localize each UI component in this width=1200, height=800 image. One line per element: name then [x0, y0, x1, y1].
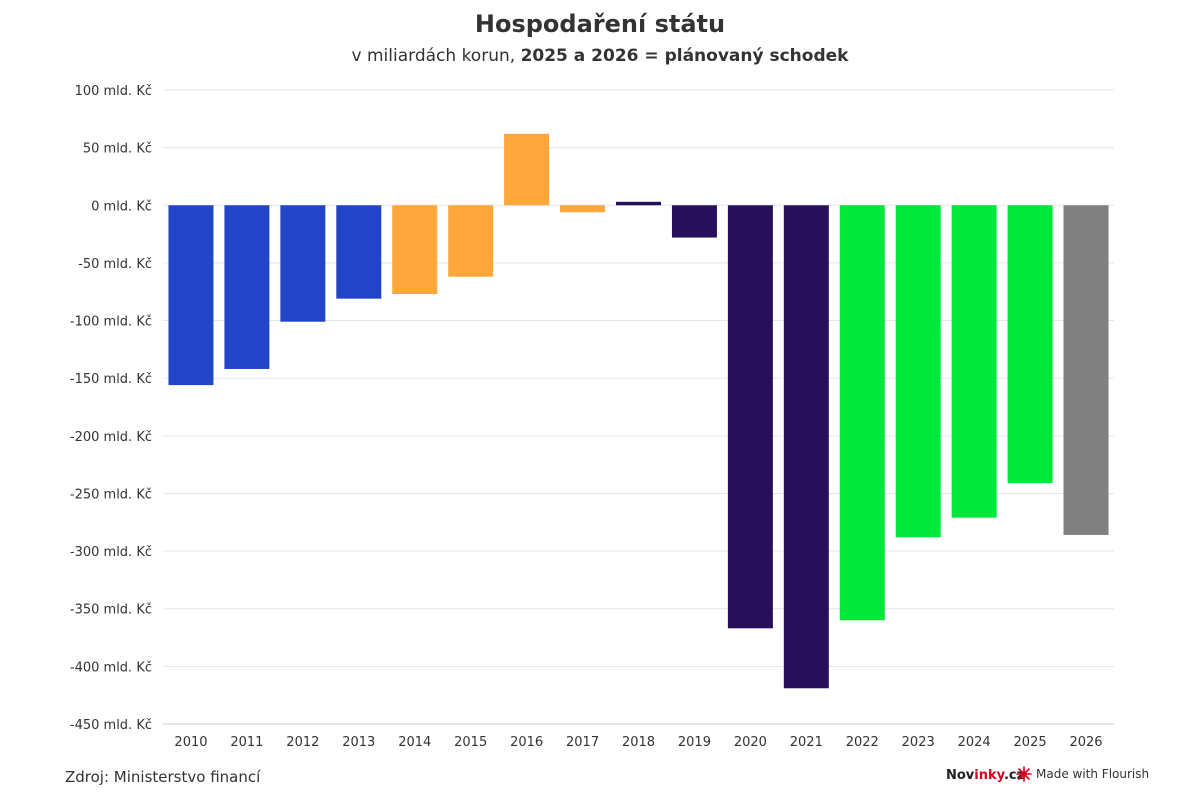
x-tick-label: 2022	[846, 735, 879, 750]
bar-2010[interactable]	[168, 205, 214, 386]
bar-2022[interactable]	[839, 205, 885, 621]
x-tick-label: 2015	[454, 735, 487, 750]
y-tick-label: 50 mld. Kč	[83, 142, 152, 157]
x-tick-label: 2012	[286, 735, 319, 750]
bar-2017[interactable]	[560, 205, 606, 213]
y-tick-label: -100 mld. Kč	[70, 315, 152, 330]
bar-2018[interactable]	[616, 201, 661, 206]
x-tick-label: 2013	[342, 735, 375, 750]
y-tick-label: -200 mld. Kč	[70, 430, 152, 445]
x-tick-label: 2026	[1069, 735, 1102, 750]
x-tick-label: 2023	[902, 735, 935, 750]
bar-2024[interactable]	[951, 205, 997, 518]
chart-subtitle: v miliardách korun, 2025 a 2026 = plánov…	[0, 46, 1200, 66]
y-tick-label: 0 mld. Kč	[91, 199, 152, 214]
made-with-flourish-link[interactable]: Made with Flourish	[1016, 766, 1149, 782]
bar-2026[interactable]	[1063, 205, 1109, 535]
bar-2014[interactable]	[392, 205, 438, 295]
bar-2012[interactable]	[280, 205, 326, 322]
y-tick-label: -250 mld. Kč	[70, 487, 152, 502]
bar-2015[interactable]	[448, 205, 494, 277]
y-tick-label: -450 mld. Kč	[70, 718, 152, 733]
source-note: Zdroj: Ministerstvo financí	[65, 768, 261, 786]
brand-pre: Nov	[946, 768, 975, 783]
y-tick-label: -50 mld. Kč	[78, 257, 152, 272]
subtitle-bold: 2025 a 2026 = plánovaný schodek	[520, 46, 849, 66]
bar-2019[interactable]	[671, 205, 717, 238]
y-tick-label: -400 mld. Kč	[70, 660, 152, 675]
y-tick-label: -350 mld. Kč	[70, 603, 152, 618]
x-tick-label: 2025	[1014, 735, 1047, 750]
bar-2011[interactable]	[224, 205, 270, 369]
subtitle-plain: v miliardách korun,	[351, 46, 521, 66]
bar-2025[interactable]	[1007, 205, 1053, 484]
brand-logo[interactable]: Novinky.cz	[946, 768, 1024, 783]
x-axis-ticks: 2010 2011 2012 2013 2014 2015 2016 2017 2018 2019…	[174, 735, 1102, 750]
x-tick-label: 2018	[622, 735, 655, 750]
x-tick-label: 2010	[174, 735, 207, 750]
x-tick-label: 2021	[790, 735, 823, 750]
x-tick-label: 2024	[958, 735, 991, 750]
made-with-flourish-text: Made with Flourish	[1036, 767, 1150, 781]
brand-accent: inky	[974, 768, 1004, 783]
x-tick-label: 2014	[398, 735, 431, 750]
flourish-star-icon	[1016, 766, 1032, 782]
x-tick-label: 2016	[510, 735, 543, 750]
bar-2023[interactable]	[895, 205, 941, 538]
x-tick-label: 2019	[678, 735, 711, 750]
x-tick-label: 2017	[566, 735, 599, 750]
x-tick-label: 2011	[230, 735, 263, 750]
x-tick-label: 2020	[734, 735, 767, 750]
y-tick-label: -300 mld. Kč	[70, 545, 152, 560]
y-tick-label: -150 mld. Kč	[70, 372, 152, 387]
bar-2016[interactable]	[504, 133, 550, 206]
y-axis-ticks: 100 mld. Kč 50 mld. Kč 0 mld. Kč -50 mld. K…	[70, 84, 152, 733]
bar-2020[interactable]	[727, 205, 773, 629]
bar-2013[interactable]	[336, 205, 382, 299]
bars	[168, 133, 1109, 689]
bar-2021[interactable]	[783, 205, 829, 689]
y-tick-label: 100 mld. Kč	[75, 84, 152, 99]
chart-title: Hospodaření státu	[474, 10, 726, 38]
